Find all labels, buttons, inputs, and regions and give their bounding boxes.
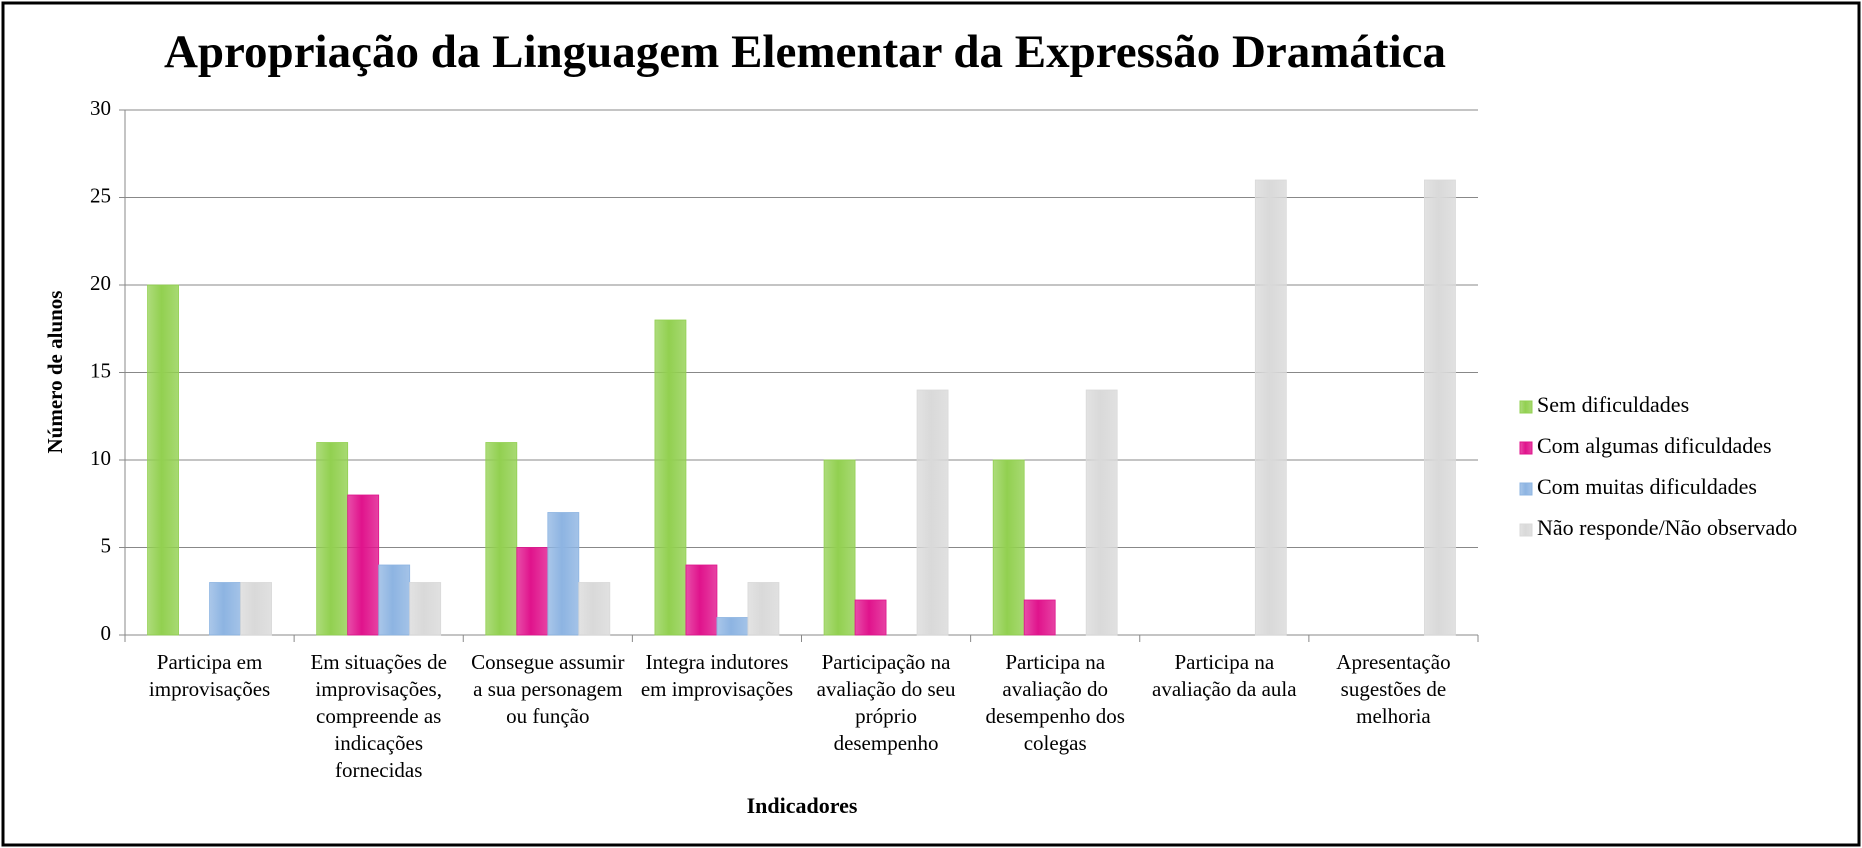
bar [716, 617, 749, 636]
y-tick-label: 20 [90, 271, 111, 295]
legend-swatch [1519, 441, 1533, 455]
y-tick-label: 25 [90, 183, 111, 207]
x-tick-label: Participa em improvisações [148, 650, 271, 701]
y-tick-label: 5 [101, 533, 112, 557]
bar [347, 494, 380, 636]
y-tick-label: 15 [90, 358, 111, 382]
bar [1085, 389, 1118, 636]
bar [916, 389, 949, 636]
legend-label: Com muitas dificuldades [1537, 474, 1757, 499]
bar [854, 599, 887, 636]
bar [409, 582, 442, 636]
y-tick-label: 30 [90, 96, 111, 120]
bar [747, 582, 780, 636]
x-tick-label: Participa na avaliação do desempenho dos… [985, 650, 1125, 755]
y-axis-title: Número de alunos [43, 291, 67, 454]
bar [547, 512, 580, 636]
bar [209, 582, 241, 636]
x-tick-label: Participação na avaliação do seu próprio… [816, 650, 956, 755]
bar [654, 319, 687, 636]
bar [685, 564, 718, 636]
chart-title: Apropriação da Linguagem Elementar da Ex… [164, 26, 1446, 78]
x-tick-label: Em situações de improvisações, compreend… [310, 650, 447, 782]
legend-swatch [1519, 523, 1533, 537]
bar [1254, 179, 1287, 636]
bar [1424, 179, 1456, 636]
x-axis-title: Indicadores [747, 793, 858, 818]
bar [378, 564, 411, 636]
legend-swatch [1519, 400, 1533, 414]
legend-label: Não responde/Não observado [1537, 515, 1797, 540]
legend-label: Sem dificuldades [1537, 392, 1689, 417]
x-tick-label: Participa na avaliação da aula [1152, 650, 1297, 701]
y-tick-label: 10 [90, 446, 111, 470]
bar [578, 582, 611, 636]
bar [992, 459, 1025, 636]
bar [516, 547, 549, 636]
bar [316, 442, 349, 636]
legend-label: Com algumas dificuldades [1537, 433, 1772, 458]
bar [240, 582, 272, 636]
legend-swatch [1519, 482, 1533, 496]
y-tick-label: 0 [101, 621, 112, 645]
x-tick-label: Consegue assumir a sua personagem ou fun… [471, 650, 625, 728]
bar [1023, 599, 1056, 636]
x-tick-label: Integra indutores em improvisações [640, 650, 794, 701]
bar [147, 284, 179, 636]
bar [823, 459, 856, 636]
bar [485, 442, 518, 636]
x-tick-label: Apresentação sugestões de melhoria [1336, 650, 1451, 728]
